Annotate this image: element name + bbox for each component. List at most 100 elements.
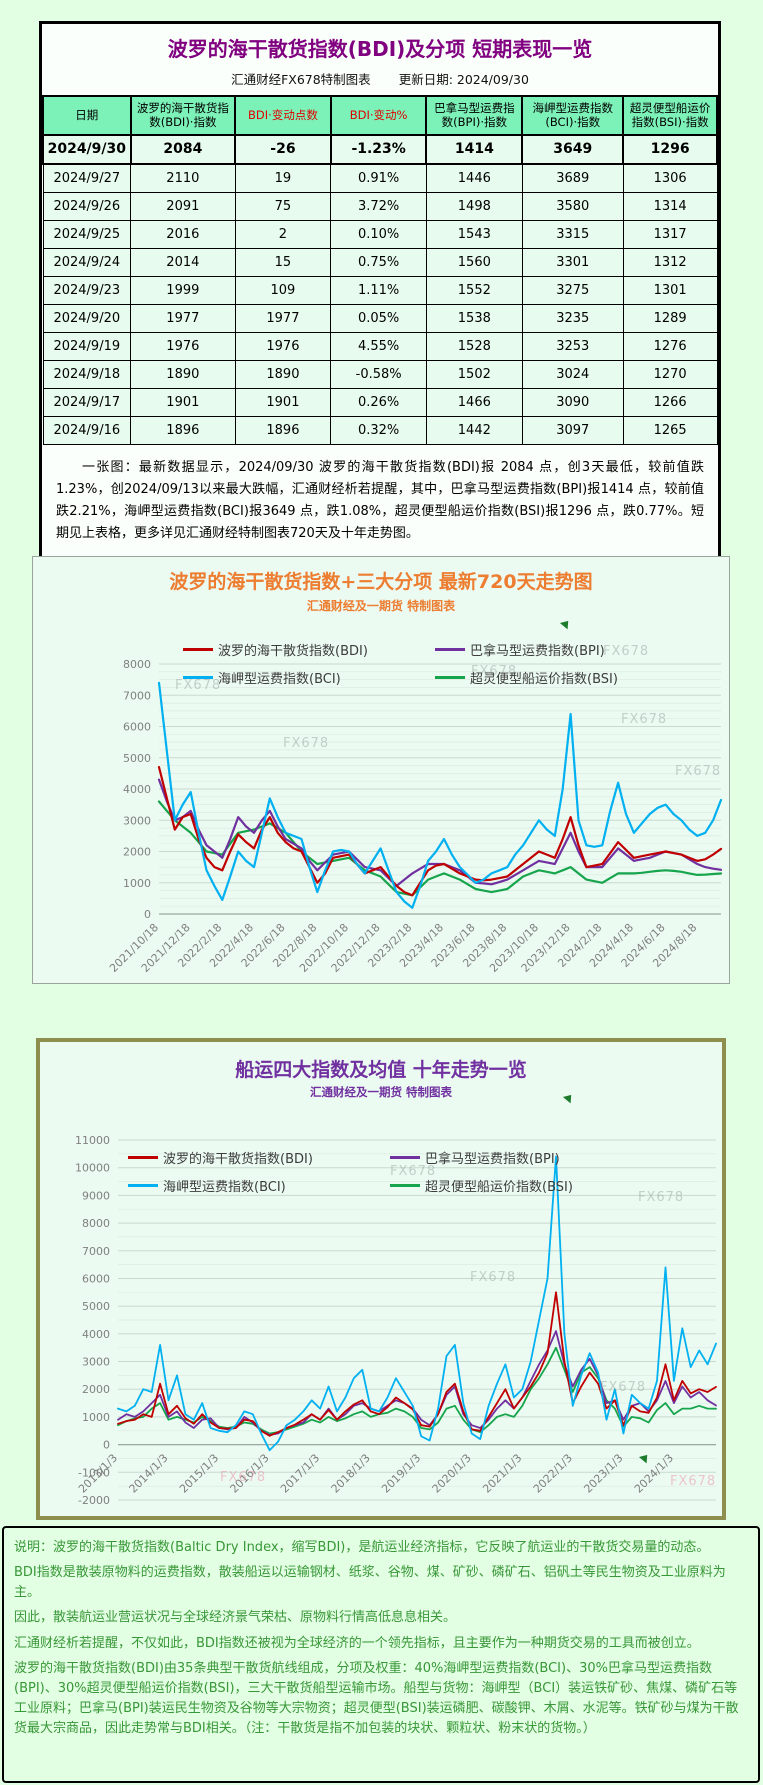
table-cell: 3090 (521, 387, 624, 417)
table-cell: 0.32% (330, 415, 427, 445)
svg-text:7000: 7000 (123, 689, 151, 702)
table-row: 2024/9/23 1999 109 1.11% 1552 3275 1301 (42, 275, 718, 305)
table-cell: 1312 (622, 247, 718, 277)
column-header: 超灵便型船运价指数(BSI)·指数 (622, 95, 718, 136)
table-cell: 2014 (130, 247, 236, 277)
table-cell: 2024/9/16 (42, 415, 132, 445)
svg-text:6000: 6000 (82, 1273, 110, 1286)
watermark: FX678 (220, 1470, 267, 1485)
legend-label: 巴拿马型运费指数(BPI) (425, 1152, 560, 1167)
table-cell: 3649 (521, 133, 625, 165)
svg-text:7000: 7000 (82, 1245, 110, 1258)
table-row: 2024/9/26 2091 75 3.72% 1498 3580 1314 (42, 191, 718, 221)
svg-text:2020/1/3: 2020/1/3 (430, 1452, 474, 1496)
svg-text:4000: 4000 (123, 783, 151, 796)
table-cell: 1890 (130, 359, 236, 389)
svg-text:4000: 4000 (82, 1328, 110, 1341)
table-cell: -26 (234, 133, 332, 165)
page-title: 波罗的海干散货指数(BDI)及分项 短期表现一览 (167, 37, 593, 61)
svg-text:-2000: -2000 (78, 1494, 110, 1507)
chart1-plot: 0100020003000400050006000700080002021/10… (107, 658, 723, 975)
svg-text:1000: 1000 (82, 1411, 110, 1424)
table-cell: 1560 (425, 247, 523, 277)
table-cell: 2024/9/19 (42, 331, 132, 361)
table-cell: 2024/9/23 (42, 275, 132, 305)
footer-line: 汇通财经析若提醒，不仅如此，BDI指数还被视为全球经济的一个领先指标，且主要作为… (14, 1635, 700, 1651)
table-cell: 1301 (622, 275, 718, 305)
chart-10year-box: 船运四大指数及均值 十年走势一览 汇通财经及一期货 特制图表 -2000 -100… (36, 1038, 726, 1520)
svg-text:9000: 9000 (82, 1189, 110, 1202)
table-cell: 109 (234, 275, 332, 305)
svg-text:3000: 3000 (123, 814, 151, 827)
svg-text:1000: 1000 (123, 877, 151, 890)
table-cell: 2016 (130, 219, 236, 249)
legend-swatch (435, 676, 465, 679)
table-cell: 3235 (521, 303, 624, 333)
svg-text:2018/1/3: 2018/1/3 (329, 1452, 373, 1496)
svg-text:2023/1/3: 2023/1/3 (581, 1452, 625, 1496)
legend-label: 超灵便型船运价指数(BSI) (470, 672, 618, 687)
legend-item: 海岬型运费指数(BCI) (128, 1176, 390, 1195)
svg-text:2021/1/3: 2021/1/3 (480, 1452, 524, 1496)
legend-swatch (183, 676, 213, 679)
footer-notes-box: 说明：波罗的海干散货指数(Baltic Dry Index，缩写BDI)，是航运… (2, 1526, 760, 1783)
table-cell: 2024/9/25 (42, 219, 132, 249)
table-cell: 2091 (130, 191, 236, 221)
table-subtitle: 汇通财经FX678特制图表 更新日期: 2024/09/30 (42, 69, 718, 88)
table-cell: 1552 (425, 275, 523, 305)
table-cell: 0.26% (330, 387, 427, 417)
legend-item: 巴拿马型运费指数(BPI) (390, 1148, 652, 1167)
table-row: 2024/9/19 1976 1976 4.55% 1528 3253 1276 (42, 331, 718, 361)
table-cell: 1314 (622, 191, 718, 221)
svg-text:0: 0 (144, 908, 151, 921)
table-cell: 2024/9/24 (42, 247, 132, 277)
table-row: 2024/9/27 2110 19 0.91% 1446 3689 1306 (42, 163, 718, 193)
table-cell: 2024/9/26 (42, 191, 132, 221)
table-cell: 1896 (234, 415, 332, 445)
index-table: 日期 波罗的海干散货指数(BDI)·指数 BDI·变动点数 BDI·变动% 巴拿马型运费… (42, 95, 718, 445)
watermark: FX678 (638, 1190, 685, 1205)
watermark: FX678 (675, 764, 722, 779)
chart1-subtitle: 汇通财经及一期货 特制图表 (306, 599, 456, 613)
table-row: 2024/9/16 1896 1896 0.32% 1442 3097 1265 (42, 415, 718, 445)
footer-text: 说明：波罗的海干散货指数(Baltic Dry Index，缩写BDI)，是航运… (14, 1538, 748, 1739)
svg-text:2019/1/3: 2019/1/3 (379, 1452, 423, 1496)
svg-text:5000: 5000 (123, 752, 151, 765)
column-header: BDI·变动% (329, 95, 428, 136)
legend-item: 波罗的海干散货指数(BDI) (128, 1148, 390, 1167)
table-cell: 1270 (622, 359, 718, 389)
table-cell: 2110 (130, 163, 236, 193)
svg-text:8000: 8000 (82, 1217, 110, 1230)
column-header: 巴拿马型运费指数(BPI)·指数 (425, 95, 524, 136)
watermark: FX678 (175, 678, 222, 693)
column-header: 波罗的海干散货指数(BDI)·指数 (129, 95, 237, 136)
legend-item: 海岬型运费指数(BCI) (183, 668, 435, 687)
legend-item: 巴拿马型运费指数(BPI) (435, 640, 687, 659)
table-cell: 75 (234, 191, 332, 221)
footer-line: 因此，散装航运业营运状况与全球经济景气荣枯、原物料行情高低息息相关。 (14, 1610, 457, 1626)
chart1-title: 波罗的海干散货指数+三大分项 最新720天走势图 (169, 571, 593, 593)
chart1-legend: 波罗的海干散货指数(BDI) 巴拿马型运费指数(BPI) 海岬型运费指数(BCI) 超… (183, 640, 687, 687)
chart2-plot-area: -2000 -1000 0 1000 2000 3000 4000 5000 6000 7000 8… (40, 1091, 722, 1507)
table-cell: 1289 (622, 303, 718, 333)
column-header: BDI·变动点数 (234, 95, 332, 136)
table-cell: 3024 (521, 359, 624, 389)
svg-text:2015/1/3: 2015/1/3 (177, 1452, 221, 1496)
legend-swatch (128, 1156, 158, 1159)
table-cell: 3097 (521, 415, 624, 445)
svg-text:0: 0 (103, 1439, 110, 1452)
table-cell: 0.75% (330, 247, 427, 277)
table-cell: 1446 (425, 163, 523, 193)
table-cell: 0.10% (330, 219, 427, 249)
table-cell: 3580 (521, 191, 624, 221)
legend-label: 波罗的海干散货指数(BDI) (218, 644, 368, 659)
legend-label: 波罗的海干散货指数(BDI) (163, 1152, 313, 1167)
table-cell: 1265 (622, 415, 718, 445)
footer-line: BDI指数是散装原物料的运费指数，散装船运以运输钢材、纸浆、谷物、煤、矿砂、磷矿… (14, 1565, 726, 1601)
chart-720day-box: 波罗的海干散货指数+三大分项 最新720天走势图 汇通财经及一期货 特制图表 0… (32, 556, 730, 984)
watermark: FX678 (603, 644, 650, 659)
watermark: FX678 (283, 736, 330, 751)
column-header: 日期 (42, 95, 132, 136)
table-cell: 1414 (425, 133, 524, 165)
